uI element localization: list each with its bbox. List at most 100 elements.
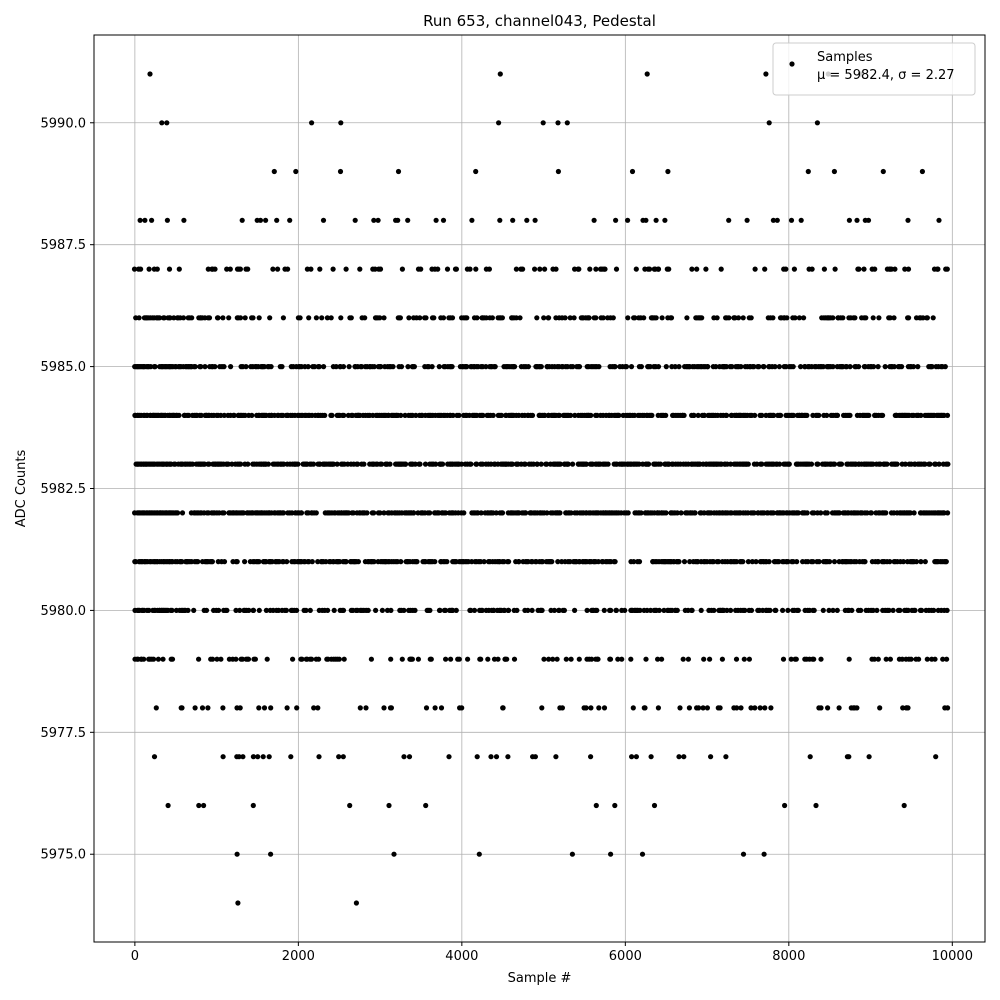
data-point (330, 266, 336, 272)
data-point (821, 266, 828, 272)
data-point (944, 607, 950, 614)
data-point (818, 705, 824, 711)
data-point (514, 607, 520, 614)
data-point (388, 607, 394, 614)
data-point (224, 266, 230, 272)
data-point (154, 266, 160, 272)
data-point (636, 461, 642, 467)
data-point (176, 266, 182, 272)
data-point (916, 656, 922, 662)
data-point (637, 607, 643, 614)
y-tick-label: 5985.0 (41, 360, 87, 375)
data-point (333, 364, 339, 370)
data-point (264, 656, 270, 662)
data-point (284, 705, 290, 711)
data-point (778, 412, 784, 418)
data-point (428, 656, 434, 662)
data-point (437, 607, 443, 614)
data-point (195, 559, 201, 565)
data-point (199, 705, 206, 711)
data-point (336, 754, 342, 760)
data-point (279, 364, 285, 370)
data-point (250, 754, 256, 760)
data-point (167, 315, 173, 321)
data-point (476, 851, 482, 857)
data-point (818, 510, 824, 516)
data-point (874, 607, 880, 614)
data-point (900, 559, 907, 565)
data-point (473, 168, 479, 175)
data-point (713, 364, 719, 370)
data-point (309, 656, 315, 662)
legend-box (772, 42, 976, 96)
data-point (588, 754, 594, 760)
data-point (141, 656, 147, 662)
data-point (786, 461, 792, 467)
data-point (220, 754, 226, 760)
data-point (661, 607, 667, 614)
data-point (215, 315, 221, 321)
data-point (763, 71, 769, 77)
data-point (206, 315, 213, 321)
data-point (870, 315, 876, 321)
data-point (742, 607, 748, 614)
data-point (588, 412, 594, 418)
data-point (268, 364, 274, 370)
data-point (887, 656, 894, 662)
data-point (268, 705, 274, 711)
data-point (341, 656, 347, 662)
data-point (459, 705, 465, 711)
data-point (131, 266, 138, 272)
data-point (171, 315, 177, 321)
data-point (695, 412, 701, 418)
data-point (567, 315, 573, 321)
data-point (738, 705, 744, 711)
data-point (198, 364, 204, 370)
data-point (734, 559, 740, 565)
data-point (436, 364, 442, 370)
data-point (239, 656, 246, 662)
data-point (309, 559, 315, 565)
data-point (355, 461, 361, 467)
data-point (646, 461, 652, 467)
data-point (632, 412, 638, 418)
data-point (340, 607, 347, 614)
data-point (497, 217, 503, 223)
data-point (343, 266, 349, 272)
data-point (375, 217, 381, 223)
data-point (499, 510, 506, 516)
data-point (523, 510, 529, 516)
data-point (912, 607, 918, 614)
data-point (239, 217, 245, 223)
data-point (605, 461, 611, 467)
data-point (595, 656, 601, 662)
data-point (740, 559, 746, 565)
data-point (583, 705, 589, 711)
data-point (256, 705, 262, 711)
data-point (920, 315, 926, 321)
data-point (891, 315, 897, 321)
data-point (221, 510, 227, 516)
data-point (698, 607, 704, 614)
data-point (233, 607, 239, 614)
data-point (602, 266, 608, 272)
data-point (443, 510, 449, 516)
data-point (785, 607, 791, 614)
data-point (814, 120, 821, 126)
data-point (612, 802, 618, 809)
data-point (875, 364, 881, 370)
data-point (325, 607, 331, 614)
data-point (718, 266, 724, 272)
data-point (753, 559, 759, 565)
data-point (444, 266, 451, 272)
data-point (794, 559, 800, 565)
data-point (676, 364, 682, 370)
data-point (607, 656, 614, 662)
data-point (858, 607, 864, 614)
data-point (910, 364, 917, 370)
data-point (665, 168, 671, 175)
data-point (405, 364, 411, 370)
data-point (931, 607, 937, 614)
data-point (379, 607, 385, 614)
data-point (897, 607, 903, 614)
